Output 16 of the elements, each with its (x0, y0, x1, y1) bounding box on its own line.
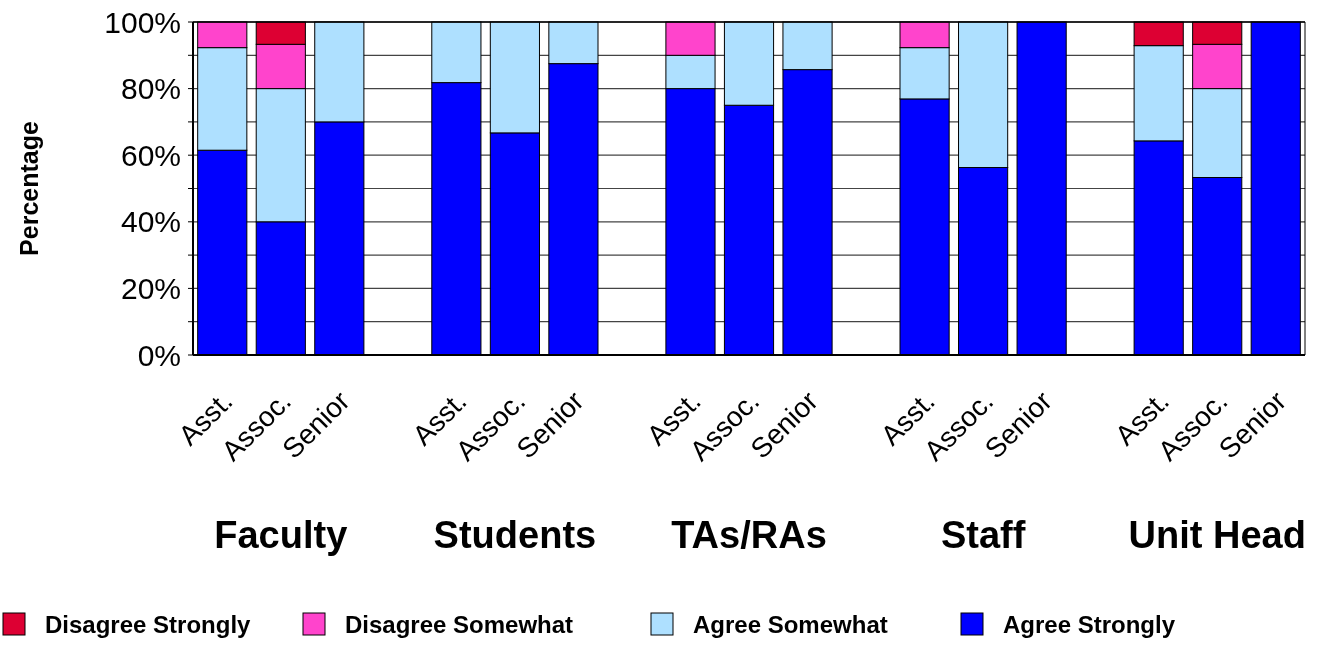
text: Students (433, 514, 597, 556)
legend-label: Agree Somewhat (693, 611, 888, 638)
y-tick-label: 60% (120, 138, 181, 172)
legend-label: Disagree Somewhat (345, 611, 574, 638)
y-tick-label: 80% (120, 72, 181, 106)
legend-label: Agree Strongly (1003, 611, 1176, 638)
text: TAs/RAs (671, 514, 827, 556)
y-tick-label: 40% (120, 205, 181, 239)
y-tick-label: 0% (137, 338, 181, 372)
text: Unit Head (1128, 514, 1306, 556)
legend-label: Disagree Strongly (45, 611, 252, 638)
y-axis-title: Percentage (15, 121, 43, 256)
y-tick-label: 20% (120, 271, 181, 305)
y-tick-label: 100% (104, 5, 181, 39)
text: Staff (940, 514, 1026, 556)
text: Faculty (214, 514, 348, 556)
